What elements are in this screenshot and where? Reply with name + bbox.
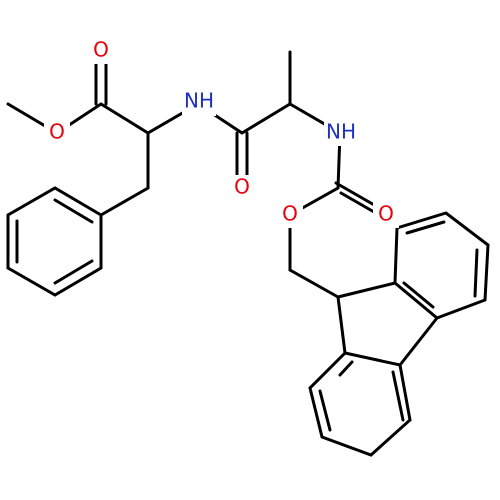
atom-label: O (49, 120, 65, 144)
label-bg (277, 202, 303, 228)
label-bg (44, 120, 70, 146)
atom-label: O (378, 202, 394, 226)
label-bg (88, 38, 114, 64)
label-bg (182, 90, 216, 116)
atom-label: O (282, 202, 298, 226)
atom-label: NH (326, 120, 356, 144)
atom-labels: O O NH O NH O O (44, 38, 399, 228)
atom-label: O (234, 175, 250, 199)
label-bg (229, 175, 255, 201)
atom-label: O (93, 38, 109, 62)
atom-label: NH (184, 89, 214, 113)
label-bg (324, 120, 358, 146)
bonds (6, 50, 490, 457)
label-bg (373, 202, 399, 228)
